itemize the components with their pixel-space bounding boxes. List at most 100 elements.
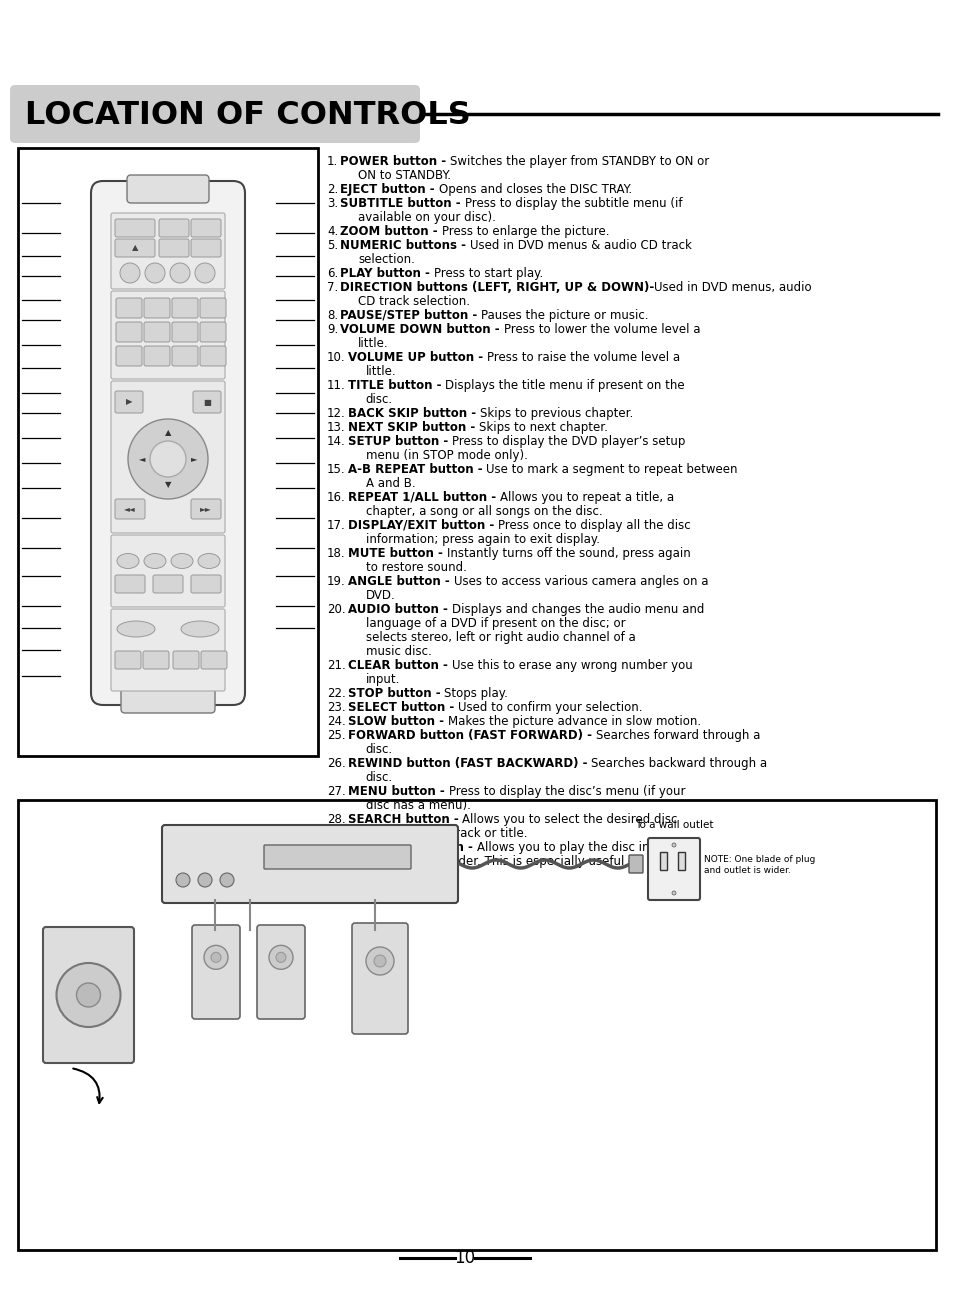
- FancyBboxPatch shape: [144, 346, 170, 365]
- Text: 10.: 10.: [327, 351, 345, 364]
- Text: 5.: 5.: [327, 238, 337, 251]
- Text: SETUP button -: SETUP button -: [348, 435, 452, 448]
- FancyBboxPatch shape: [172, 651, 199, 669]
- Text: ANGLE button -: ANGLE button -: [348, 575, 453, 588]
- FancyBboxPatch shape: [111, 535, 225, 607]
- Circle shape: [56, 963, 120, 1026]
- Text: menu (in STOP mode only).: menu (in STOP mode only).: [365, 448, 527, 461]
- Text: 16.: 16.: [327, 491, 345, 504]
- Text: 12.: 12.: [327, 407, 345, 420]
- Text: 8.: 8.: [327, 308, 337, 321]
- Text: 28.: 28.: [327, 813, 345, 826]
- Text: FORWARD button (FAST FORWARD) -: FORWARD button (FAST FORWARD) -: [347, 728, 595, 743]
- FancyBboxPatch shape: [116, 298, 142, 318]
- Circle shape: [120, 263, 140, 283]
- Text: available on your disc).: available on your disc).: [357, 211, 496, 224]
- Text: 7.: 7.: [327, 281, 338, 294]
- Text: 25.: 25.: [327, 728, 345, 743]
- Text: little.: little.: [365, 365, 395, 378]
- Text: to restore sound.: to restore sound.: [365, 561, 466, 574]
- Text: disc.: disc.: [365, 771, 393, 784]
- FancyBboxPatch shape: [159, 219, 189, 237]
- Text: music disc.: music disc.: [365, 645, 431, 658]
- Text: 13.: 13.: [327, 421, 345, 434]
- Bar: [678, 851, 684, 870]
- Text: 26.: 26.: [327, 757, 345, 770]
- Text: Allows you to select the desired disc: Allows you to select the desired disc: [462, 813, 678, 826]
- Text: DISPLAY/EXIT button -: DISPLAY/EXIT button -: [348, 518, 497, 531]
- FancyBboxPatch shape: [144, 321, 170, 342]
- FancyBboxPatch shape: [172, 321, 198, 342]
- Text: information; press again to exit display.: information; press again to exit display…: [365, 533, 599, 546]
- Text: ◄◄: ◄◄: [124, 504, 135, 513]
- Text: ON to STANDBY.: ON to STANDBY.: [358, 168, 451, 181]
- Text: Searches backward through a: Searches backward through a: [591, 757, 767, 770]
- Text: 24.: 24.: [327, 715, 345, 728]
- Text: 27.: 27.: [327, 785, 345, 798]
- Bar: [18, 148, 317, 756]
- FancyBboxPatch shape: [647, 839, 700, 899]
- Text: 14.: 14.: [327, 435, 345, 448]
- Text: 3.: 3.: [327, 197, 337, 210]
- Ellipse shape: [117, 553, 139, 569]
- Text: 10: 10: [454, 1249, 475, 1267]
- Text: Allows you to repeat a title, a: Allows you to repeat a title, a: [499, 491, 674, 504]
- Circle shape: [170, 263, 190, 283]
- Text: 6.: 6.: [327, 267, 338, 280]
- FancyBboxPatch shape: [115, 219, 154, 237]
- Text: Opens and closes the DISC TRAY.: Opens and closes the DISC TRAY.: [438, 183, 632, 196]
- Circle shape: [175, 874, 190, 886]
- Text: NEXT SKIP button -: NEXT SKIP button -: [347, 421, 478, 434]
- FancyBboxPatch shape: [172, 298, 198, 318]
- FancyBboxPatch shape: [152, 575, 183, 594]
- FancyBboxPatch shape: [256, 925, 305, 1019]
- Bar: [18, 800, 935, 1251]
- FancyBboxPatch shape: [264, 845, 411, 870]
- Text: ◄: ◄: [138, 455, 145, 464]
- FancyBboxPatch shape: [191, 219, 221, 237]
- Text: 17.: 17.: [327, 518, 345, 531]
- Text: CLEAR button -: CLEAR button -: [348, 658, 452, 673]
- Text: REPEAT 1/ALL button -: REPEAT 1/ALL button -: [348, 491, 499, 504]
- Text: ■: ■: [203, 398, 211, 407]
- Text: ►: ►: [191, 455, 197, 464]
- FancyBboxPatch shape: [43, 927, 133, 1063]
- FancyBboxPatch shape: [143, 651, 169, 669]
- Text: disc has a menu).: disc has a menu).: [365, 800, 470, 813]
- Text: 1.: 1.: [327, 156, 338, 168]
- Text: starting time, track or title.: starting time, track or title.: [365, 827, 527, 840]
- FancyBboxPatch shape: [127, 175, 209, 203]
- Text: PAUSE/STEP button -: PAUSE/STEP button -: [340, 308, 481, 321]
- Text: To a wall outlet: To a wall outlet: [634, 820, 713, 829]
- Text: chapter, a song or all songs on the disc.: chapter, a song or all songs on the disc…: [365, 505, 601, 518]
- FancyBboxPatch shape: [10, 86, 419, 143]
- FancyBboxPatch shape: [628, 855, 642, 874]
- Text: 21.: 21.: [327, 658, 345, 673]
- Circle shape: [269, 945, 293, 969]
- Text: VOLUME UP button -: VOLUME UP button -: [347, 351, 486, 364]
- Text: MUTE button -: MUTE button -: [347, 547, 446, 560]
- Text: VOLUME DOWN button -: VOLUME DOWN button -: [340, 323, 503, 336]
- Text: PROGRAM button -: PROGRAM button -: [348, 841, 476, 854]
- Text: Use to mark a segment to repeat between: Use to mark a segment to repeat between: [486, 463, 737, 476]
- FancyBboxPatch shape: [115, 238, 154, 257]
- Circle shape: [671, 892, 676, 896]
- FancyBboxPatch shape: [159, 238, 189, 257]
- FancyBboxPatch shape: [115, 499, 145, 518]
- Text: Press to display the DVD player’s setup: Press to display the DVD player’s setup: [452, 435, 685, 448]
- FancyBboxPatch shape: [115, 651, 141, 669]
- Text: MENU button -: MENU button -: [348, 785, 448, 798]
- Text: disc.: disc.: [365, 393, 393, 406]
- Circle shape: [211, 953, 221, 963]
- Text: 29.: 29.: [327, 841, 345, 854]
- Text: 22.: 22.: [327, 687, 345, 700]
- Text: Press to enlarge the picture.: Press to enlarge the picture.: [441, 226, 609, 238]
- Text: 20.: 20.: [327, 603, 345, 616]
- Text: Press to start play.: Press to start play.: [434, 267, 543, 280]
- Text: EJECT button -: EJECT button -: [340, 183, 438, 196]
- Text: Searches forward through a: Searches forward through a: [595, 728, 760, 743]
- Text: 19.: 19.: [327, 575, 345, 588]
- Circle shape: [76, 982, 100, 1007]
- FancyBboxPatch shape: [200, 346, 226, 365]
- Text: DVD.: DVD.: [365, 588, 395, 603]
